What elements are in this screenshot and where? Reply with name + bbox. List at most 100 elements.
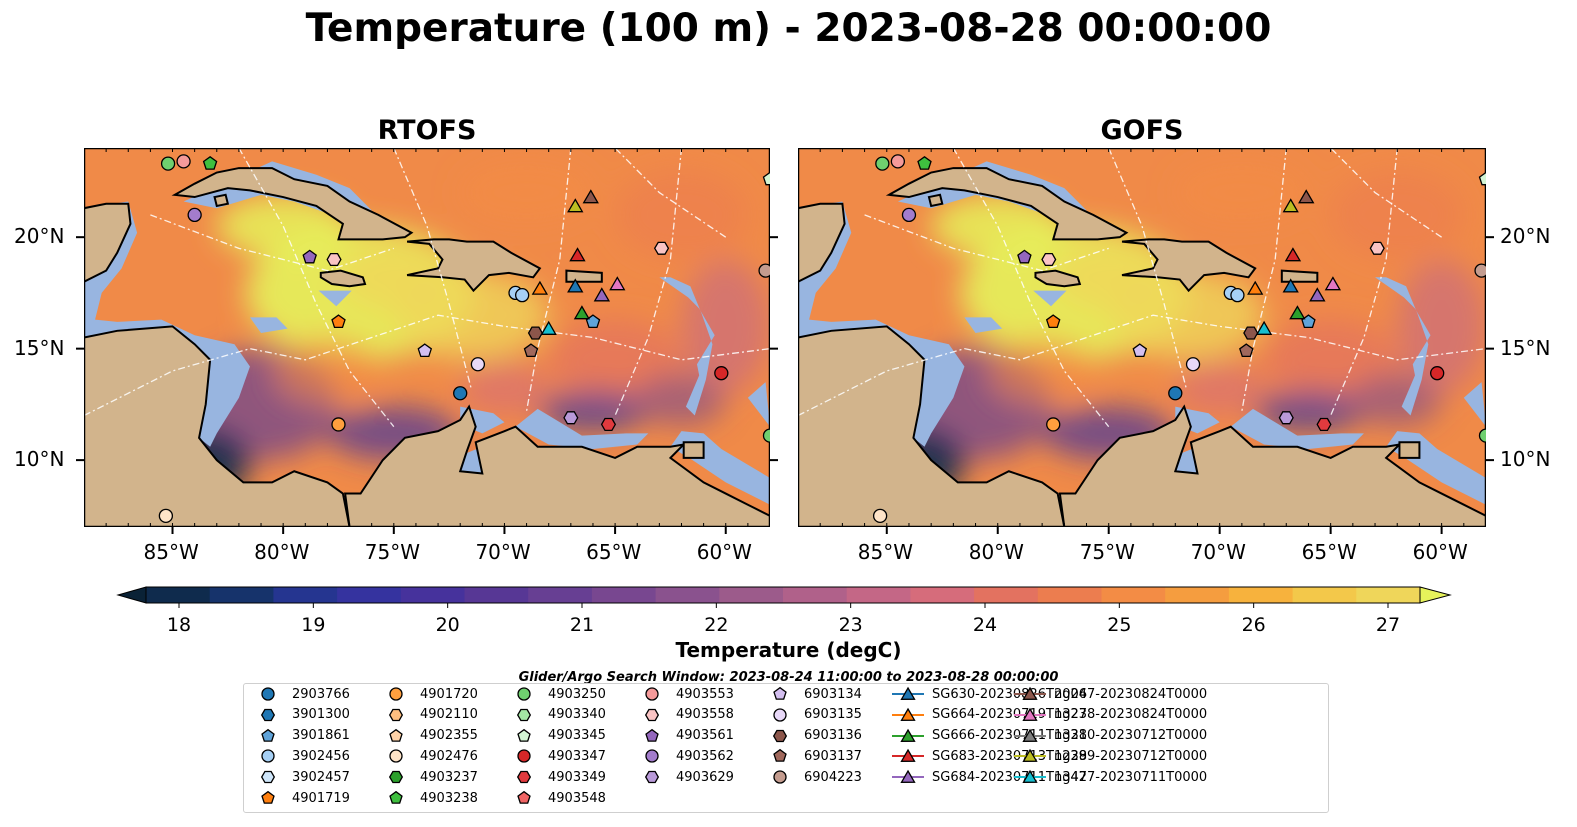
legend-label: 6904223	[804, 769, 862, 785]
legend-symbol-hexagon	[772, 729, 788, 742]
gofs-marker-4903349	[1316, 417, 1332, 432]
colorbar-segment	[1037, 587, 1102, 603]
rtofs-marker-ng278-20230824T0000	[609, 276, 626, 291]
legend-item: 4903347	[506, 746, 606, 766]
rtofs-marker-ng267-20230824T0000	[582, 189, 599, 204]
legend-marker-icon	[261, 749, 275, 764]
legend-marker-icon	[772, 729, 788, 742]
rtofs-eez-boundary	[238, 148, 395, 428]
rtofs-marker-SG683-20230713T1239	[569, 247, 586, 262]
legend-label: 4903548	[548, 790, 606, 806]
gofs-marker-SG666-20230711T1331	[1289, 305, 1306, 320]
legend-item: 4903349	[506, 767, 606, 787]
gofs-lon-tick: 80°W	[968, 540, 1024, 564]
rtofs-marker-4903349	[600, 417, 617, 432]
legend-item: 4902476	[378, 746, 478, 766]
legend-symbol-hexagon	[644, 708, 660, 721]
legend-marker-icon	[773, 770, 787, 784]
gofs-marker-4903562	[901, 207, 917, 223]
legend-marker-icon	[388, 708, 404, 721]
gofs-shelf-area	[1230, 408, 1364, 449]
rtofs-land-mass	[406, 238, 542, 293]
colorbar-tick-label: 18	[167, 614, 191, 633]
gofs-marker-4901720	[1046, 417, 1061, 432]
legend-item: 4903340	[506, 705, 606, 725]
legend-item: 4903250	[506, 684, 606, 704]
legend-item: 3901861	[250, 726, 350, 746]
legend-label: ng278-20230824T0000	[1054, 707, 1208, 723]
legend-label: 4901720	[420, 686, 478, 702]
legend-symbol-hexagon	[388, 771, 404, 784]
rtofs-marker-4901719	[331, 314, 346, 329]
gofs-marker-4902476	[872, 508, 888, 524]
colorbar-tick-label: 25	[1107, 614, 1131, 633]
colorbar-tick-label: 19	[301, 614, 325, 633]
colorbar-segment	[337, 587, 402, 603]
legend-item: 6903137	[762, 746, 862, 766]
legend-item: SG684-20230711T1347	[890, 767, 1087, 787]
colorbar-segment	[209, 587, 274, 603]
colorbar-segment	[974, 587, 1039, 603]
legend-line-marker-icon	[1014, 707, 1046, 721]
legend-label: ng289-20230712T0000	[1054, 748, 1208, 764]
gofs-shelf-area	[1375, 277, 1431, 416]
legend-item: 3902456	[250, 746, 350, 766]
rtofs-land-mass	[565, 269, 603, 283]
colorbar-tick-label: 22	[704, 614, 728, 633]
legend-marker-icon	[388, 771, 404, 784]
legend-item: 4903237	[378, 767, 478, 787]
rtofs-temperature-map	[84, 148, 770, 527]
legend-item: 4903558	[634, 705, 734, 725]
gofs-marker-4903553	[890, 154, 906, 169]
gofs-land-mass	[927, 193, 944, 208]
colorbar-tick-label: 27	[1376, 614, 1400, 633]
legend-label: 3902457	[292, 769, 350, 785]
rtofs-marker-6903136	[527, 326, 544, 340]
rtofs-marker-6903134	[417, 343, 433, 358]
legend-label: 4903250	[548, 686, 606, 702]
legend-label: 4903553	[676, 686, 734, 702]
colorbar-segment	[273, 587, 338, 603]
rtofs-marker-4903250	[160, 156, 176, 171]
legend-label: SG684-20230711T1347	[932, 769, 1088, 785]
rtofs-marker-ng427-20230711T0000	[540, 320, 557, 335]
legend-label: 3901861	[292, 728, 350, 744]
gofs-marker-4903558	[1041, 252, 1057, 267]
gofs-marker-4903250	[1478, 428, 1486, 443]
legend-symbol-triangle	[1022, 749, 1038, 763]
legend-symbol-pentagon	[645, 728, 659, 742]
rtofs-shelf-area	[249, 317, 288, 334]
rtofs-marker-4903250	[762, 428, 770, 443]
legend-label: 4903629	[676, 769, 734, 785]
legend-symbol-triangle	[1022, 686, 1038, 700]
rtofs-lat-tick: 20°N	[14, 224, 65, 249]
rtofs-land-mass	[84, 148, 132, 283]
gofs-eez-boundary	[1241, 148, 1287, 412]
legend-marker-icon	[389, 728, 403, 742]
legend-label: 4903562	[676, 748, 734, 764]
rtofs-marker-ng289-20230712T0000	[567, 198, 584, 213]
legend-symbol-pentagon	[517, 728, 531, 742]
legend-label: ng280-20230712T0000	[1054, 728, 1208, 744]
legend-label: SG630-20230826T2004	[932, 686, 1088, 702]
legend-item: 4902110	[378, 705, 478, 725]
legend-line-marker-icon	[892, 707, 924, 721]
gofs-shelf-area	[1463, 382, 1486, 427]
gofs-marker-ng427-20230711T0000	[1255, 320, 1273, 335]
gofs-eez-boundary	[864, 214, 1109, 272]
legend-item: ng267-20230824T0000	[1012, 684, 1207, 704]
legend-symbol-circle	[645, 749, 659, 764]
gofs-lon-tick: 60°W	[1412, 540, 1468, 564]
legend-label: 2903766	[292, 686, 350, 702]
rtofs-marker-4903629	[563, 411, 579, 425]
rtofs-eez-boundary	[525, 148, 572, 412]
gofs-marker-6903134	[1132, 343, 1148, 358]
rtofs-marker-3902456	[515, 287, 530, 303]
legend-marker-icon	[517, 790, 531, 804]
gofs-shelf-area	[1033, 290, 1067, 307]
gofs-eez-boundary	[1108, 148, 1188, 389]
legend-item: SG664-20230719T1323	[890, 705, 1087, 725]
legend-item: 6903135	[762, 705, 862, 725]
legend-item: 6904223	[762, 767, 862, 787]
colorbar-segment	[591, 587, 657, 603]
